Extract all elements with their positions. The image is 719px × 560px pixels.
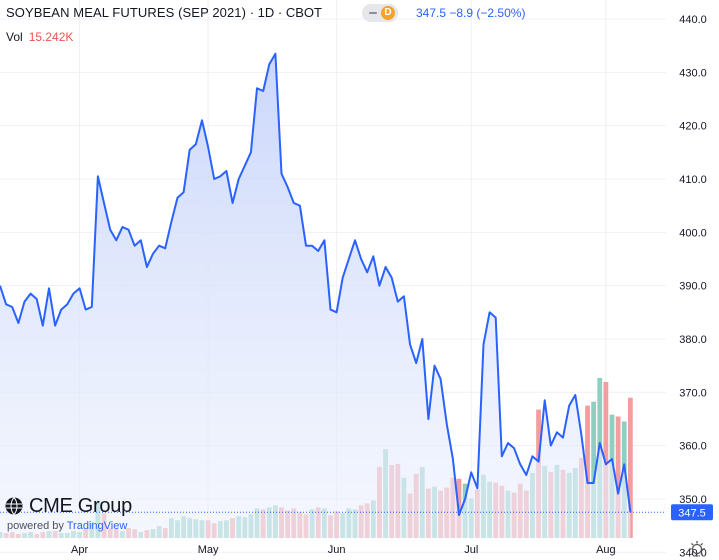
interval-label[interactable]: 1D [257, 5, 275, 20]
volume-bar [615, 416, 621, 538]
separator: · [277, 5, 286, 20]
separator: · [249, 5, 258, 20]
y-tick-label: 350.0 [679, 494, 707, 506]
price-tag-box [671, 504, 713, 521]
volume-bar [585, 405, 590, 538]
quote-values: 347.5 −8.9 (−2.50%) [416, 6, 525, 20]
volume-bar [591, 401, 597, 538]
price-tag-label: 347.5 [678, 507, 706, 519]
powered-by: powered by TradingView [7, 520, 127, 532]
price-change-percent: (−2.50%) [476, 6, 526, 20]
market-status-pill[interactable]: D [362, 4, 398, 22]
last-price: 347.5 [416, 6, 447, 20]
settings-icon[interactable] [689, 541, 705, 557]
price-axis[interactable]: 340.0350.0360.0370.0380.0390.0400.0410.0… [679, 14, 707, 559]
y-tick-label: 390.0 [679, 281, 707, 293]
volume-bar [603, 381, 609, 538]
symbol-title: SOYBEAN MEAL FUTURES (SEP 2021) [6, 5, 247, 20]
y-tick-label: 410.0 [679, 174, 707, 186]
tradingview-link[interactable]: TradingView [66, 520, 128, 532]
chart-header: SOYBEAN MEAL FUTURES (SEP 2021) · 1D · C… [6, 5, 322, 20]
logo-text: CME Group [29, 495, 132, 517]
y-tick-label: 400.0 [679, 227, 707, 239]
volume-label: Vol [6, 30, 23, 44]
x-tick-label: Apr [71, 544, 88, 556]
price-area [0, 53, 631, 538]
volume-bar [627, 397, 633, 538]
y-tick-label: 370.0 [679, 387, 707, 399]
x-tick-label: May [198, 544, 219, 556]
y-tick-label: 440.0 [679, 14, 707, 26]
x-tick-label: Jul [464, 544, 478, 556]
y-tick-label: 380.0 [679, 334, 707, 346]
exchange-label: CBOT [285, 5, 322, 20]
x-tick-label: Aug [596, 544, 616, 556]
x-tick-label: Jun [328, 544, 346, 556]
price-change: −8.9 [449, 6, 474, 20]
y-tick-label: 420.0 [679, 121, 707, 133]
time-axis[interactable]: Apr May Jun Jul Aug [71, 544, 616, 556]
y-tick-label: 360.0 [679, 441, 707, 453]
volume-legend: Vol 15.242K [6, 30, 73, 44]
delayed-badge: D [381, 6, 395, 20]
globe-icon [5, 497, 23, 515]
volume-value: 15.242K [28, 30, 74, 44]
minus-icon [369, 12, 377, 14]
price-line [0, 52, 632, 516]
y-tick-label: 430.0 [679, 67, 707, 79]
powered-by-label: powered by [7, 520, 64, 532]
price-tag: 347.5 [671, 504, 713, 521]
